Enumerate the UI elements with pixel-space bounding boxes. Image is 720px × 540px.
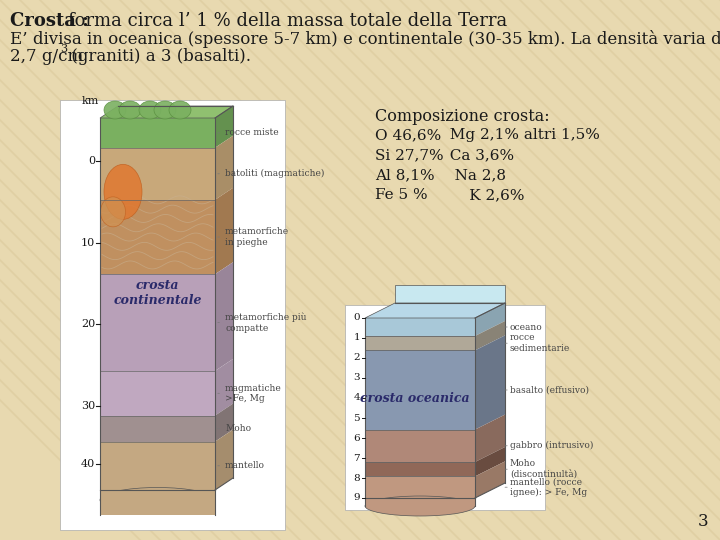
Text: 30: 30 (81, 401, 95, 411)
Text: 10: 10 (81, 238, 95, 248)
Polygon shape (475, 335, 505, 430)
FancyBboxPatch shape (345, 305, 545, 510)
Text: 2,7 g/cm: 2,7 g/cm (10, 48, 84, 65)
Text: 4: 4 (354, 394, 360, 402)
Text: metamorfiche
in pieghe: metamorfiche in pieghe (217, 227, 289, 247)
Ellipse shape (100, 488, 215, 512)
Text: Si 27,7%: Si 27,7% (375, 148, 444, 162)
Text: 40: 40 (81, 459, 95, 469)
Text: 2: 2 (354, 354, 360, 362)
Bar (100, 371, 215, 416)
Ellipse shape (104, 164, 142, 219)
Text: crosta oceanica: crosta oceanica (360, 393, 470, 406)
Text: Moho: Moho (217, 424, 251, 433)
Text: O 46,6%: O 46,6% (375, 128, 441, 142)
Text: 6: 6 (354, 434, 360, 443)
Text: basalto (effusivo): basalto (effusivo) (505, 386, 589, 395)
Polygon shape (475, 447, 505, 476)
Text: magmatiche
>Fe, Mg: magmatiche >Fe, Mg (217, 383, 282, 403)
Bar (100, 274, 215, 371)
Text: metamorfiche più
compatte: metamorfiche più compatte (217, 313, 307, 333)
Polygon shape (215, 106, 233, 148)
Polygon shape (215, 262, 233, 371)
Text: 9: 9 (354, 494, 360, 503)
Bar (100, 148, 215, 200)
Text: rocce miste: rocce miste (217, 129, 279, 137)
Text: Ca 3,6%: Ca 3,6% (440, 148, 514, 162)
Text: crosta
continentale: crosta continentale (113, 279, 202, 307)
Text: 8: 8 (354, 474, 360, 483)
Text: 20: 20 (81, 320, 95, 329)
Text: Mg 2,1% altri 1,5%: Mg 2,1% altri 1,5% (440, 128, 600, 142)
Ellipse shape (101, 197, 125, 227)
Text: 3: 3 (60, 44, 67, 54)
Bar (100, 118, 215, 148)
Bar (365, 430, 475, 462)
Text: (graniti) a 3 (basalti).: (graniti) a 3 (basalti). (66, 48, 251, 65)
Polygon shape (475, 415, 505, 462)
Bar (100, 200, 215, 274)
Text: mantello: mantello (217, 461, 265, 470)
Text: oceano: oceano (505, 322, 543, 332)
Polygon shape (395, 285, 505, 303)
Text: 3: 3 (354, 374, 360, 382)
Polygon shape (475, 303, 505, 336)
Bar (100, 416, 215, 442)
Bar (365, 350, 475, 430)
Bar (365, 476, 475, 498)
Text: 0: 0 (88, 156, 95, 166)
Text: E’ divisa in oceanica (spessore 5-7 km) e continentale (30-35 km). La densità va: E’ divisa in oceanica (spessore 5-7 km) … (10, 30, 720, 48)
Text: Al 8,1%: Al 8,1% (375, 168, 435, 182)
FancyBboxPatch shape (60, 100, 285, 530)
Polygon shape (100, 106, 233, 118)
Text: rocce
sedimentarie: rocce sedimentarie (505, 334, 570, 353)
Text: km: km (82, 96, 99, 106)
Polygon shape (475, 461, 505, 498)
Bar (100, 442, 215, 490)
Bar (365, 498, 475, 506)
Text: Na 2,8: Na 2,8 (440, 168, 506, 182)
Ellipse shape (104, 101, 126, 119)
Polygon shape (365, 303, 505, 318)
Text: 7: 7 (354, 454, 360, 463)
Polygon shape (215, 359, 233, 416)
Ellipse shape (169, 101, 191, 119)
Bar (365, 318, 475, 336)
Bar (100, 490, 215, 515)
Text: mantello (rocce
ignee): > Fe, Mg: mantello (rocce ignee): > Fe, Mg (505, 477, 587, 497)
Text: Crosta :: Crosta : (10, 12, 95, 30)
Polygon shape (215, 188, 233, 274)
Text: 3: 3 (698, 513, 708, 530)
Ellipse shape (154, 101, 176, 119)
Ellipse shape (365, 496, 475, 516)
Ellipse shape (119, 101, 141, 119)
Text: batoliti (magmatiche): batoliti (magmatiche) (217, 169, 325, 178)
Ellipse shape (139, 101, 161, 119)
Text: Moho
(discontinultà): Moho (discontinultà) (505, 460, 577, 479)
Polygon shape (215, 430, 233, 490)
Polygon shape (215, 136, 233, 200)
Text: Fe 5 %: Fe 5 % (375, 188, 428, 202)
Text: 1: 1 (354, 334, 360, 342)
Text: forma circa l’ 1 % della massa totale della Terra: forma circa l’ 1 % della massa totale de… (68, 12, 508, 30)
Polygon shape (215, 403, 233, 442)
Text: 0: 0 (354, 314, 360, 322)
Text: Composizione crosta:: Composizione crosta: (375, 108, 549, 125)
Polygon shape (475, 321, 505, 350)
Bar (365, 336, 475, 350)
Text: gabbro (intrusivo): gabbro (intrusivo) (505, 441, 593, 450)
Text: 5: 5 (354, 414, 360, 423)
Text: K 2,6%: K 2,6% (440, 188, 524, 202)
Bar (365, 462, 475, 476)
